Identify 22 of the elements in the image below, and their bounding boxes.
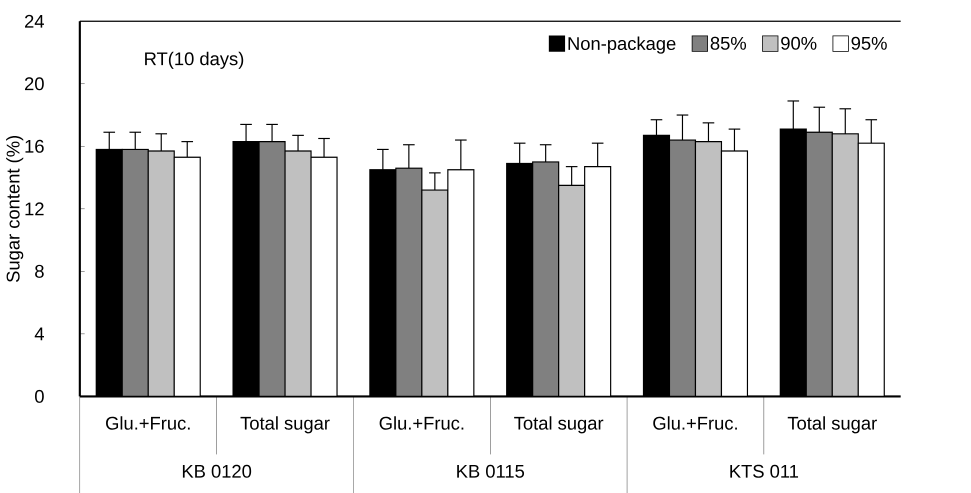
legend-label: 95%: [852, 36, 887, 50]
y-tick-label: 8: [35, 264, 44, 278]
x-tick-label: Glu.+Fruc.: [106, 416, 190, 430]
y-tick-label: 12: [25, 202, 44, 216]
legend-label: 90%: [781, 36, 816, 50]
legend-label: 85%: [710, 36, 746, 50]
x-tick-label: Total sugar: [240, 416, 330, 434]
x-tick-label: Glu.+Fruc.: [380, 416, 464, 430]
y-axis-title: Sugar content (%): [6, 136, 24, 282]
y-tick-label: 4: [34, 327, 44, 340]
text: KB 0115: [457, 464, 524, 478]
text: KTS 011: [730, 464, 798, 478]
legend-label: Non-package: [568, 36, 676, 54]
text: KB 0120: [182, 464, 252, 478]
x-tick-label: Glu.+Fruc.: [653, 416, 737, 430]
y-tick-label: 20: [25, 77, 44, 90]
y-tick-label: 16: [25, 140, 44, 153]
y-tick-label: 24: [25, 14, 44, 28]
y-tick-label: 0: [35, 390, 44, 403]
x-tick-label: Total sugar: [788, 416, 877, 434]
text: RT(10 days): [145, 52, 244, 69]
x-tick-label: Total sugar: [514, 416, 604, 434]
